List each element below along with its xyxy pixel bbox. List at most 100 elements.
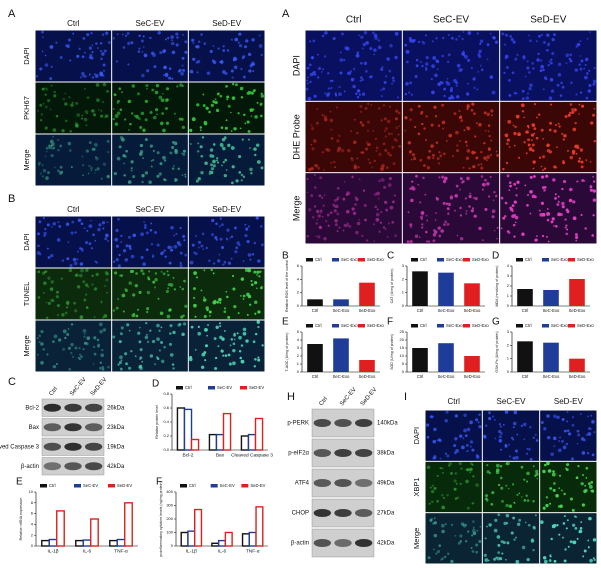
cell-nucleus: [321, 34, 325, 38]
y-tick-label: 6: [297, 263, 300, 268]
cell-nucleus: [202, 248, 205, 250]
cell-nucleus: [385, 208, 389, 212]
cell-nucleus: [494, 194, 498, 198]
cell-nucleus: [469, 461, 473, 465]
cell-nucleus: [435, 141, 439, 144]
cell-nucleus: [103, 69, 105, 72]
x-tick-label: SeD-Exo: [464, 308, 481, 313]
cell-nucleus: [471, 207, 475, 210]
cell-nucleus: [461, 180, 465, 183]
cell-nucleus: [172, 276, 175, 279]
cell-nucleus: [493, 229, 496, 232]
cell-nucleus: [81, 72, 85, 76]
cell-nucleus: [222, 146, 226, 151]
cell-nucleus: [233, 338, 236, 341]
cell-nucleus: [181, 332, 185, 337]
cell-nucleus: [212, 143, 216, 146]
cell-nucleus: [62, 347, 66, 351]
cell-nucleus: [138, 364, 143, 369]
cell-nucleus: [137, 117, 141, 120]
cell-nucleus: [231, 96, 236, 100]
cell-nucleus: [424, 138, 428, 141]
cell-nucleus: [257, 358, 261, 362]
cell-nucleus: [212, 159, 216, 164]
legend-label: SeD-Exo: [472, 257, 489, 262]
cell-nucleus: [471, 448, 475, 452]
cell-nucleus: [436, 68, 439, 71]
cell-nucleus: [473, 76, 476, 79]
cell-nucleus: [459, 434, 463, 438]
cell-nucleus: [50, 154, 54, 158]
cell-nucleus: [436, 439, 439, 442]
cell-nucleus: [504, 33, 509, 37]
x-tick-label: SeC-Exo: [333, 308, 350, 313]
cell-nucleus: [508, 443, 510, 446]
cell-nucleus: [444, 419, 448, 423]
cell-nucleus: [189, 128, 193, 133]
cell-nucleus: [183, 279, 186, 283]
cell-nucleus: [166, 270, 169, 273]
cell-nucleus: [123, 162, 126, 165]
cell-nucleus: [212, 300, 217, 305]
cell-nucleus: [466, 506, 470, 510]
cell-nucleus: [130, 41, 134, 45]
cell-nucleus: [434, 456, 437, 459]
cell-nucleus: [391, 220, 395, 224]
cell-nucleus: [216, 300, 220, 304]
cell-nucleus: [486, 464, 489, 467]
cell-nucleus: [93, 345, 96, 349]
cell-nucleus: [512, 456, 516, 460]
cell-nucleus: [91, 44, 94, 47]
cell-nucleus: [481, 188, 484, 191]
cell-nucleus: [592, 214, 595, 217]
row-label: DAPI: [22, 233, 31, 251]
cell-nucleus: [393, 138, 397, 141]
cell-nucleus: [553, 165, 557, 169]
cell-nucleus: [240, 173, 244, 177]
cell-nucleus: [174, 148, 178, 153]
cell-nucleus: [586, 451, 590, 455]
cell-nucleus: [572, 523, 576, 527]
cell-nucleus: [516, 180, 520, 184]
cell-nucleus: [566, 411, 569, 413]
y-tick-label: 3: [297, 345, 300, 350]
cell-nucleus: [83, 227, 86, 230]
cell-nucleus: [249, 258, 252, 261]
cell-nucleus: [474, 196, 478, 201]
cell-nucleus: [170, 225, 174, 230]
cell-nucleus: [69, 59, 72, 62]
cell-nucleus: [433, 533, 438, 538]
cell-nucleus: [313, 186, 317, 189]
cell-nucleus: [100, 177, 103, 180]
cell-nucleus: [543, 559, 548, 564]
cell-nucleus: [219, 237, 223, 241]
cell-nucleus: [46, 353, 49, 356]
cell-nucleus: [210, 268, 213, 272]
bar: [222, 412, 232, 451]
cell-nucleus: [425, 230, 428, 234]
cell-nucleus: [484, 494, 489, 498]
band-size: 49kDa: [377, 481, 395, 487]
cell-nucleus: [557, 212, 561, 217]
cell-nucleus: [430, 78, 433, 80]
cell-nucleus: [455, 130, 459, 135]
cell-nucleus: [463, 428, 467, 433]
cell-nucleus: [438, 176, 441, 179]
cell-nucleus: [336, 198, 339, 201]
cell-nucleus: [242, 260, 245, 263]
cell-nucleus: [336, 186, 340, 190]
cell-nucleus: [313, 205, 317, 208]
cell-nucleus: [315, 235, 317, 238]
cell-nucleus: [142, 272, 145, 276]
cell-nucleus: [432, 239, 436, 243]
cell-nucleus: [149, 110, 153, 114]
cell-nucleus: [311, 126, 315, 131]
cell-nucleus: [383, 130, 386, 133]
y-tick-label: 0: [402, 303, 405, 308]
cell-nucleus: [116, 101, 119, 104]
cell-nucleus: [88, 224, 93, 229]
cell-nucleus: [362, 189, 366, 192]
cell-nucleus: [230, 338, 234, 341]
cell-nucleus: [105, 114, 109, 118]
cell-nucleus: [197, 331, 202, 336]
